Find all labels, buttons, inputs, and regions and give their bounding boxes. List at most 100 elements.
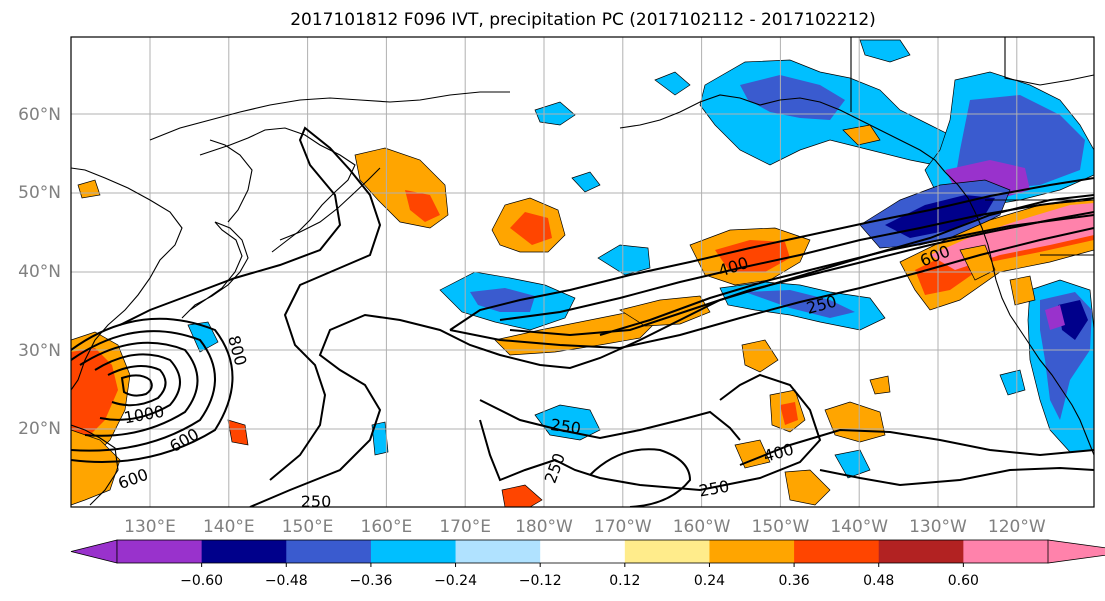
colorbar-segment bbox=[794, 540, 880, 563]
ivt-contour bbox=[107, 365, 167, 407]
shading-region bbox=[740, 75, 845, 120]
colorbar-segment bbox=[455, 540, 541, 563]
latitude-labels: 60°N 50°N 40°N 30°N 20°N bbox=[18, 105, 61, 439]
ivt-contour bbox=[479, 373, 822, 492]
shading-region bbox=[187, 321, 219, 353]
shading-region bbox=[869, 375, 891, 395]
ivt-contour bbox=[739, 428, 1094, 466]
lat-tick-label: 20°N bbox=[18, 419, 61, 439]
shading-region bbox=[745, 290, 855, 318]
shading-region bbox=[859, 39, 911, 63]
ivt-contour bbox=[499, 197, 1094, 321]
shading-region bbox=[501, 484, 543, 507]
precipitation-shading bbox=[71, 39, 1094, 507]
colorbar-extend-max bbox=[1047, 539, 1105, 564]
colorbar-tick-label: −0.12 bbox=[519, 573, 562, 589]
shading-region bbox=[371, 421, 389, 456]
ivt-contour bbox=[71, 330, 216, 452]
shading-region bbox=[227, 419, 249, 446]
colorbar-tick-label: 0.48 bbox=[863, 573, 894, 589]
longitude-labels: 130°E 140°E 150°E 160°E 170°E 180°W 170°W 160°W… bbox=[124, 517, 1046, 537]
colorbar-segments bbox=[70, 539, 1105, 564]
ivt-contour-label: 250 bbox=[549, 415, 582, 438]
colorbar-segment bbox=[963, 540, 1049, 563]
lon-tick-label: 120°W bbox=[988, 517, 1046, 537]
shading-region bbox=[1009, 275, 1036, 306]
lon-tick-label: 170°E bbox=[439, 517, 491, 537]
shading-region bbox=[784, 469, 831, 506]
lon-tick-label: 160°W bbox=[673, 517, 731, 537]
colorbar-segment bbox=[709, 540, 795, 563]
ivt-contour bbox=[71, 317, 234, 463]
shading-region bbox=[1058, 300, 1088, 340]
lat-tick-label: 40°N bbox=[18, 262, 61, 282]
coastline bbox=[181, 221, 249, 319]
colorbar-ticks: −0.60 −0.48 −0.36 −0.24 −0.12 0.12 0.24 0.36 0.4… bbox=[180, 563, 979, 589]
shading-region bbox=[715, 240, 790, 272]
colorbar-segment bbox=[370, 540, 457, 563]
shading-region bbox=[741, 339, 779, 373]
lon-tick-label: 180°W bbox=[515, 517, 573, 537]
ivt-contour-label: 250 bbox=[301, 492, 332, 511]
coastline bbox=[209, 139, 253, 223]
lon-tick-label: 170°W bbox=[594, 517, 652, 537]
lon-tick-label: 140°E bbox=[203, 517, 255, 537]
lon-tick-label: 130°W bbox=[909, 517, 967, 537]
lat-tick-label: 60°N bbox=[18, 105, 61, 125]
figure-title: 2017101812 F096 IVT, precipitation PC (2… bbox=[290, 10, 876, 30]
shading-region bbox=[405, 190, 440, 222]
ivt-contours bbox=[71, 126, 1094, 507]
colorbar-tick-label: 0.60 bbox=[948, 573, 979, 589]
lon-tick-label: 130°E bbox=[124, 517, 176, 537]
ivt-contour bbox=[449, 177, 1094, 331]
ivt-contour bbox=[119, 126, 382, 481]
coastline bbox=[149, 91, 510, 141]
colorbar-tick-label: −0.24 bbox=[434, 573, 477, 589]
colorbar-segment bbox=[624, 540, 710, 563]
ivt-contour bbox=[589, 448, 692, 507]
shading-region bbox=[654, 71, 691, 96]
ivt-contour bbox=[449, 227, 1094, 350]
ivt-contour bbox=[819, 466, 1094, 487]
shading-region bbox=[842, 124, 881, 146]
shading-region bbox=[885, 195, 995, 238]
shading-region bbox=[1045, 305, 1065, 330]
colorbar-segment bbox=[878, 540, 964, 563]
map-frame bbox=[70, 36, 1095, 508]
ivt-contour bbox=[120, 374, 153, 397]
shading-region bbox=[734, 439, 771, 469]
shading-region bbox=[510, 212, 552, 245]
colorbar: −0.60 −0.48 −0.36 −0.24 −0.12 0.12 0.24 0.36 0.4… bbox=[70, 539, 1105, 589]
coastline bbox=[71, 424, 119, 506]
colorbar-tick-label: 0.12 bbox=[609, 573, 640, 589]
coastline bbox=[199, 127, 356, 253]
colorbar-segment bbox=[201, 540, 287, 563]
shading-region bbox=[571, 171, 601, 193]
coastline bbox=[1004, 37, 1094, 86]
shading-region bbox=[71, 348, 118, 445]
shading-region bbox=[780, 402, 798, 425]
shading-region bbox=[470, 288, 535, 312]
colorbar-frame bbox=[116, 539, 1049, 564]
shading-region bbox=[834, 449, 871, 479]
colorbar-segment bbox=[286, 540, 372, 563]
ivt-contour bbox=[599, 214, 1094, 336]
lon-tick-label: 140°W bbox=[830, 517, 888, 537]
coastline bbox=[619, 94, 946, 173]
lon-tick-label: 160°E bbox=[361, 517, 413, 537]
colorbar-tick-label: 0.24 bbox=[694, 573, 725, 589]
colorbar-tick-label: −0.48 bbox=[265, 573, 308, 589]
colorbar-segment bbox=[117, 540, 203, 563]
lon-tick-label: 150°E bbox=[282, 517, 334, 537]
colorbar-tick-label: −0.60 bbox=[180, 573, 223, 589]
shading-region bbox=[999, 369, 1026, 396]
ivt-contour bbox=[79, 341, 199, 437]
lon-tick-label: 150°W bbox=[752, 517, 810, 537]
lat-tick-label: 50°N bbox=[18, 183, 61, 203]
ivt-contour bbox=[479, 399, 741, 441]
lat-tick-label: 30°N bbox=[18, 341, 61, 361]
colorbar-tick-label: 0.36 bbox=[779, 573, 810, 589]
shading-region bbox=[534, 404, 601, 441]
colorbar-tick-label: −0.36 bbox=[349, 573, 392, 589]
